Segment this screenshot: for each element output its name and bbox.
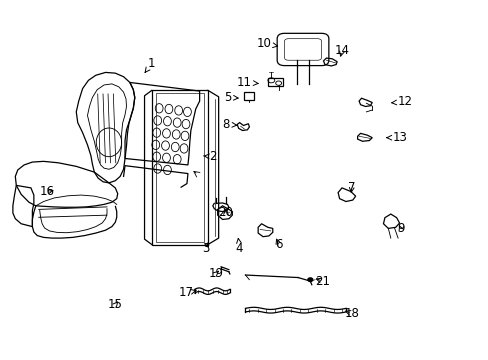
Text: 21: 21 [314, 275, 329, 288]
Text: 9: 9 [396, 222, 404, 235]
Text: 6: 6 [274, 238, 282, 251]
Text: 14: 14 [334, 44, 349, 57]
Bar [267, 78, 282, 86]
Text: 11: 11 [237, 76, 258, 89]
Text: 2: 2 [203, 150, 216, 163]
Text: 3: 3 [202, 242, 209, 255]
Bar [243, 93, 254, 100]
Circle shape [307, 278, 312, 282]
Text: 7: 7 [347, 181, 355, 194]
Text: 5: 5 [224, 91, 238, 104]
Bar [152, 90, 207, 244]
Text: 19: 19 [208, 267, 224, 280]
Text: 12: 12 [391, 95, 412, 108]
Text: 15: 15 [108, 298, 122, 311]
Text: 10: 10 [256, 37, 277, 50]
Text: 4: 4 [235, 238, 243, 255]
Text: 8: 8 [222, 118, 236, 131]
Text: 17: 17 [178, 287, 196, 300]
Bar [156, 93, 203, 242]
Text: 1: 1 [145, 57, 155, 72]
Text: 18: 18 [344, 307, 359, 320]
Text: 20: 20 [218, 206, 233, 219]
Text: 16: 16 [40, 185, 54, 198]
Text: 13: 13 [386, 131, 407, 144]
